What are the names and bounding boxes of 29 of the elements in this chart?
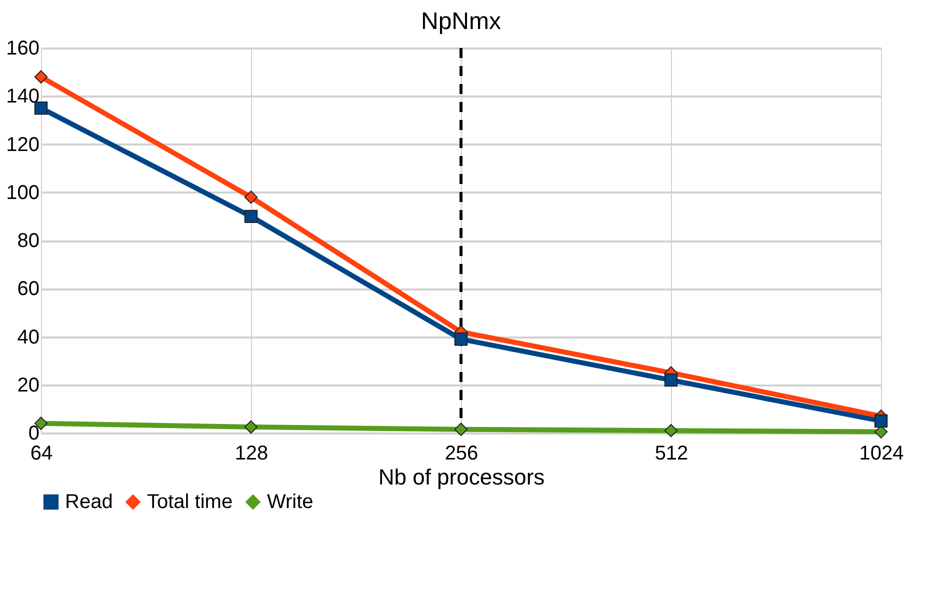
point xyxy=(244,210,258,224)
point xyxy=(34,102,48,115)
point xyxy=(664,373,678,387)
point xyxy=(664,424,678,438)
y-tick-label: 120 xyxy=(6,134,40,156)
y-tick-label: 60 xyxy=(17,278,40,300)
x-tick-label: 1024 xyxy=(859,442,904,464)
x-axis-title: Nb of processors xyxy=(378,464,545,490)
y-tick-label: 20 xyxy=(17,374,40,396)
point xyxy=(244,420,258,434)
y-tick-label: 140 xyxy=(6,86,40,108)
point xyxy=(34,70,48,84)
x-tick-label: 512 xyxy=(654,442,688,464)
point xyxy=(874,414,888,428)
point xyxy=(454,422,468,436)
y-tick-label: 80 xyxy=(17,230,40,252)
x-tick-label: 256 xyxy=(444,442,478,464)
x-tick-label: 64 xyxy=(30,442,53,464)
y-tick-label: 40 xyxy=(17,326,40,348)
point xyxy=(244,190,258,204)
x-tick-label: 128 xyxy=(234,442,268,464)
y-tick-label: 160 xyxy=(6,38,40,60)
y-tick-label: 100 xyxy=(6,182,40,204)
legend-label: Read xyxy=(65,491,113,513)
y-tick-label: 0 xyxy=(28,422,40,444)
legend-label: Total time xyxy=(147,491,233,513)
chart-title: NpNmx xyxy=(420,8,502,35)
point xyxy=(454,332,468,346)
legend-label: Write xyxy=(267,491,314,513)
